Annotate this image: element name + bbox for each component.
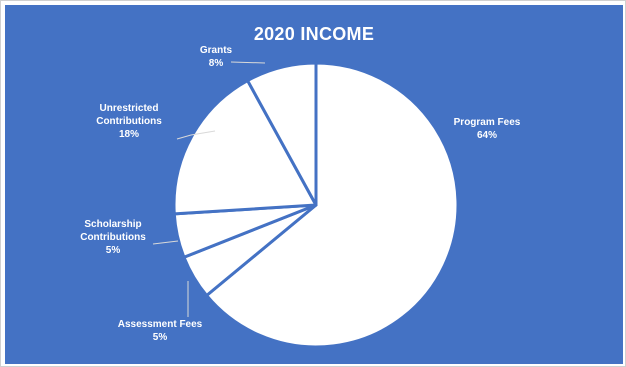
chart-title: 2020 INCOME: [253, 24, 375, 44]
data-label-assessment-fees: Assessment Fees 5%: [118, 319, 203, 343]
pie-chart: Program Fees 64% Assessment Fees 5% Scholars…: [80, 45, 521, 349]
data-label-unrestricted-contributions: Unrestricted Contributions 18%: [96, 103, 162, 140]
data-label-grants: Grants 8%: [200, 45, 233, 69]
pie-slice-unrestricted-contributions: [172, 79, 318, 216]
leader-line-scholarship-contributions: [152, 240, 179, 245]
data-label-scholarship-contributions: Scholarship Contributions 5%: [80, 219, 146, 256]
chart-area: 2020 INCOME Program Fees 64% Assessment Fe…: [5, 5, 623, 364]
leader-line-grants: [230, 61, 266, 64]
pie-slice-program-fees: [205, 61, 460, 349]
leader-line-unrestricted-contributions: [176, 130, 216, 140]
data-label-program-fees: Program Fees 64%: [454, 117, 521, 141]
pie-slice-grants: [246, 61, 318, 207]
